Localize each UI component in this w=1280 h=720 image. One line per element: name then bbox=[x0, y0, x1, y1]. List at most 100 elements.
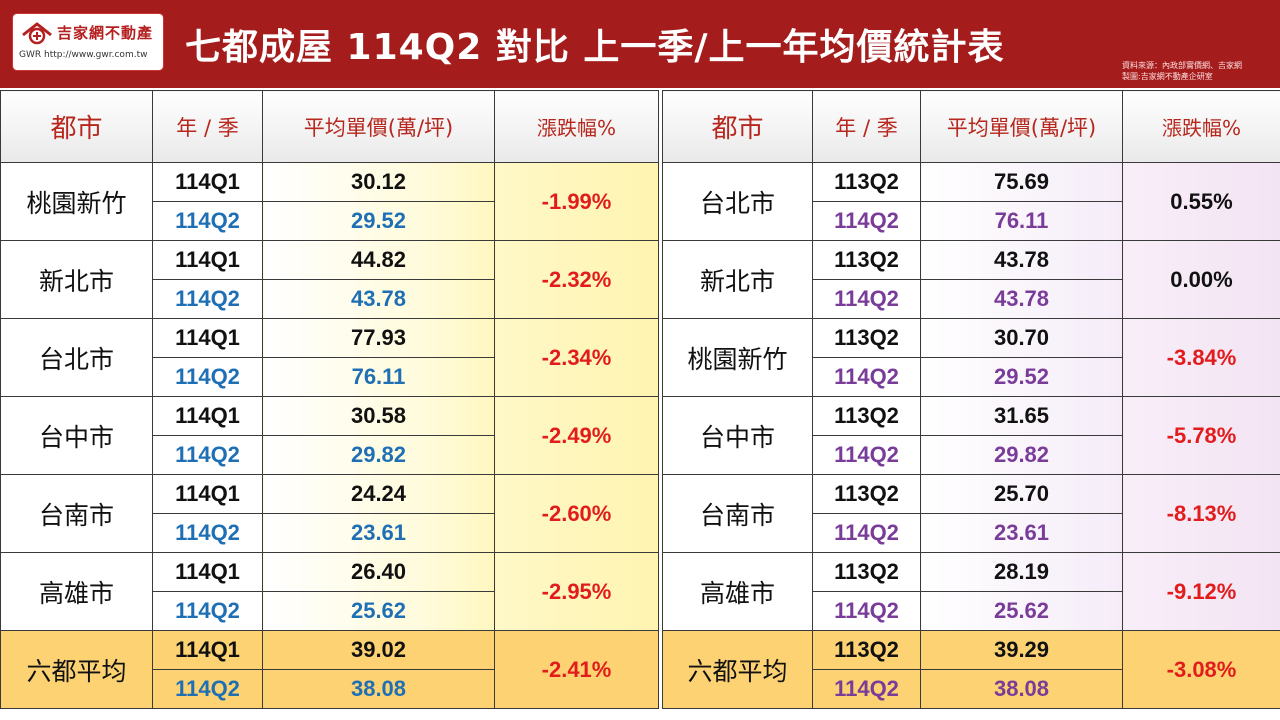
price-cell: 29.52 bbox=[262, 201, 495, 241]
quarter-cell: 114Q2 bbox=[812, 279, 921, 319]
price-cell: 28.19 bbox=[920, 552, 1123, 592]
quarter-cell: 114Q2 bbox=[152, 201, 263, 241]
city-cell: 台北市 bbox=[662, 162, 813, 241]
table-row: 台中市 114Q1 30.58 -2.49% 台中市 113Q2 31.65 -5.78% bbox=[0, 396, 1280, 475]
col-header-price: 平均單價(萬/坪) bbox=[920, 90, 1123, 163]
price-cell: 23.61 bbox=[920, 513, 1123, 553]
city-cell: 台南市 bbox=[662, 474, 813, 553]
source-line-2: 製圖:吉家網不動產企研室 bbox=[1122, 72, 1213, 81]
table-row: 114Q2 25.62 114Q2 25.62 bbox=[1, 591, 1280, 631]
table-row: 114Q2 29.52 114Q2 76.11 bbox=[1, 201, 1280, 241]
change-cell: 0.55% bbox=[1122, 162, 1280, 241]
source-line-1: 資料來源：內政部實價網、吉家網 bbox=[1122, 61, 1242, 70]
change-cell: -2.49% bbox=[494, 396, 659, 475]
col-header-city: 都市 bbox=[662, 90, 813, 163]
quarter-cell: 114Q2 bbox=[152, 591, 263, 631]
change-cell: -2.32% bbox=[494, 240, 659, 319]
table-row: 台北市 114Q1 77.93 -2.34% 桃園新竹 113Q2 30.70 -3.84% bbox=[0, 318, 1280, 397]
source-note: 資料來源：內政部實價網、吉家網 製圖:吉家網不動產企研室 bbox=[1122, 60, 1242, 82]
price-cell: 75.69 bbox=[920, 162, 1123, 202]
quarter-cell: 114Q1 bbox=[152, 396, 263, 436]
quarter-cell: 114Q2 bbox=[812, 669, 921, 709]
city-cell: 台南市 bbox=[0, 474, 153, 553]
logo-url: GWR http://www.gwr.com.tw bbox=[19, 50, 148, 60]
price-cell: 76.11 bbox=[920, 201, 1123, 241]
quarter-cell: 113Q2 bbox=[812, 474, 921, 514]
col-header-city: 都市 bbox=[0, 90, 153, 163]
city-cell: 高雄市 bbox=[0, 552, 153, 631]
table-row: 台南市 114Q1 24.24 -2.60% 台南市 113Q2 25.70 -8.13% bbox=[0, 474, 1280, 553]
table-row: 114Q2 76.11 114Q2 29.52 bbox=[1, 357, 1280, 397]
quarter-cell: 113Q2 bbox=[812, 630, 921, 670]
price-cell: 25.62 bbox=[920, 591, 1123, 631]
quarter-cell: 114Q2 bbox=[812, 435, 921, 475]
quarter-cell: 114Q1 bbox=[152, 318, 263, 358]
quarter-cell: 114Q2 bbox=[812, 357, 921, 397]
logo-house-icon bbox=[22, 22, 52, 45]
page-title: 七都成屋 114Q2 對比 上一季/上一年均價統計表 bbox=[185, 27, 1005, 68]
price-cell: 23.61 bbox=[262, 513, 495, 553]
price-cell: 39.02 bbox=[262, 630, 495, 670]
quarter-cell: 113Q2 bbox=[812, 396, 921, 436]
quarter-cell: 113Q2 bbox=[812, 240, 921, 280]
change-cell: -1.99% bbox=[494, 162, 659, 241]
city-cell: 六都平均 bbox=[0, 630, 153, 709]
quarter-cell: 113Q2 bbox=[812, 318, 921, 358]
price-cell: 30.58 bbox=[262, 396, 495, 436]
quarter-cell: 114Q2 bbox=[812, 513, 921, 553]
price-cell: 24.24 bbox=[262, 474, 495, 514]
header-banner: 吉家網不動產 GWR http://www.gwr.com.tw 七都成屋 11… bbox=[0, 0, 1280, 88]
city-cell: 六都平均 bbox=[662, 630, 813, 709]
price-cell: 77.93 bbox=[262, 318, 495, 358]
quarter-cell: 114Q1 bbox=[152, 240, 263, 280]
price-cell: 29.82 bbox=[920, 435, 1123, 475]
col-header-change: 漲跌幅% bbox=[494, 90, 659, 163]
quarter-cell: 114Q2 bbox=[152, 357, 263, 397]
quarter-cell: 114Q1 bbox=[152, 630, 263, 670]
quarter-cell: 113Q2 bbox=[812, 552, 921, 592]
city-cell: 桃園新竹 bbox=[0, 162, 153, 241]
logo-text: 吉家網不動產 bbox=[57, 24, 154, 42]
city-cell: 桃園新竹 bbox=[662, 318, 813, 397]
quarter-cell: 114Q2 bbox=[812, 201, 921, 241]
price-cell: 31.65 bbox=[920, 396, 1123, 436]
change-cell: -3.08% bbox=[1122, 630, 1280, 709]
change-cell: -8.13% bbox=[1122, 474, 1280, 553]
table-row: 114Q2 43.78 114Q2 43.78 bbox=[1, 279, 1280, 319]
price-cell: 43.78 bbox=[920, 240, 1123, 280]
change-cell: -5.78% bbox=[1122, 396, 1280, 475]
price-comparison-table: 都市 年 / 季 平均單價(萬/坪) 漲跌幅% 都市 年 / 季 平均單價(萬/… bbox=[0, 90, 1280, 720]
city-cell: 台北市 bbox=[0, 318, 153, 397]
change-cell: -3.84% bbox=[1122, 318, 1280, 397]
col-header-quarter: 年 / 季 bbox=[812, 90, 921, 163]
change-cell: -2.60% bbox=[494, 474, 659, 553]
quarter-cell: 114Q2 bbox=[152, 513, 263, 553]
price-cell: 44.82 bbox=[262, 240, 495, 280]
quarter-cell: 114Q2 bbox=[152, 669, 263, 709]
table-row: 新北市 114Q1 44.82 -2.32% 新北市 113Q2 43.78 0.00% bbox=[0, 240, 1280, 319]
price-cell: 30.70 bbox=[920, 318, 1123, 358]
quarter-cell: 114Q2 bbox=[152, 279, 263, 319]
price-cell: 29.82 bbox=[262, 435, 495, 475]
table-row: 114Q2 38.08 114Q2 38.08 bbox=[1, 669, 1280, 709]
quarter-cell: 114Q2 bbox=[812, 591, 921, 631]
price-cell: 38.08 bbox=[262, 669, 495, 709]
table-row: 114Q2 23.61 114Q2 23.61 bbox=[1, 513, 1280, 553]
table-row: 高雄市 114Q1 26.40 -2.95% 高雄市 113Q2 28.19 -9.12% bbox=[0, 552, 1280, 631]
logo: 吉家網不動產 GWR http://www.gwr.com.tw bbox=[13, 14, 163, 70]
city-cell: 台中市 bbox=[0, 396, 153, 475]
price-cell: 30.12 bbox=[262, 162, 495, 202]
quarter-cell: 113Q2 bbox=[812, 162, 921, 202]
price-cell: 76.11 bbox=[262, 357, 495, 397]
city-cell: 高雄市 bbox=[662, 552, 813, 631]
change-cell: 0.00% bbox=[1122, 240, 1280, 319]
price-cell: 29.52 bbox=[920, 357, 1123, 397]
table-row: 桃園新竹 114Q1 30.12 -1.99% 台北市 113Q2 75.69 0.55% bbox=[0, 162, 1280, 241]
price-cell: 43.78 bbox=[262, 279, 495, 319]
price-cell: 43.78 bbox=[920, 279, 1123, 319]
col-header-change: 漲跌幅% bbox=[1122, 90, 1280, 163]
change-cell: -2.95% bbox=[494, 552, 659, 631]
price-cell: 39.29 bbox=[920, 630, 1123, 670]
table-row: 114Q2 29.82 114Q2 29.82 bbox=[1, 435, 1280, 475]
price-cell: 25.62 bbox=[262, 591, 495, 631]
